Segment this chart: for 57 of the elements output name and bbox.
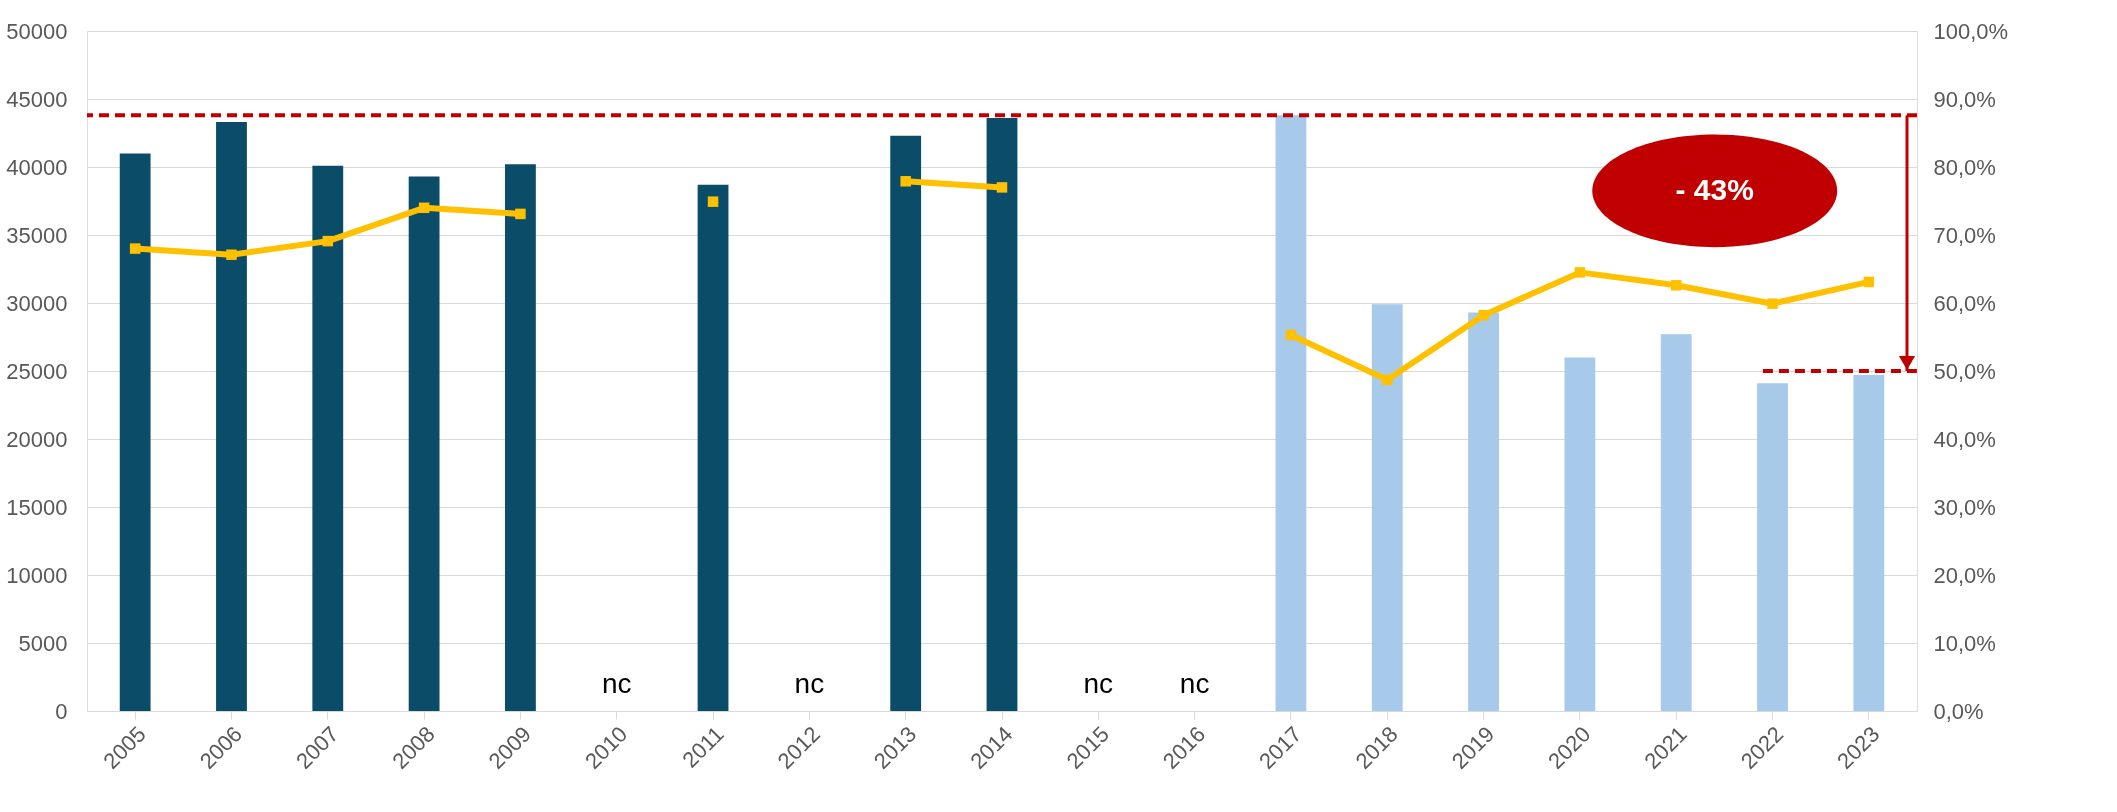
bar bbox=[1371, 304, 1403, 711]
bar bbox=[216, 122, 247, 711]
y2-tick-label: 30,0% bbox=[1933, 494, 1996, 520]
bar bbox=[408, 176, 440, 711]
point bbox=[1863, 276, 1875, 288]
point bbox=[707, 196, 719, 207]
y2-tick-label: 50,0% bbox=[1933, 358, 1996, 384]
bar bbox=[890, 135, 922, 711]
bar bbox=[986, 118, 1018, 711]
point bbox=[322, 235, 334, 247]
point bbox=[1767, 298, 1778, 309]
bar bbox=[505, 164, 536, 711]
y2-tick-label: 60,0% bbox=[1933, 290, 1996, 316]
y-tick-label: 20000 bbox=[6, 426, 68, 452]
bar bbox=[1468, 312, 1499, 711]
point bbox=[515, 208, 526, 220]
point bbox=[1382, 374, 1393, 386]
y2-tick-label: 100,0% bbox=[1933, 18, 2009, 44]
y2-tick-label: 10,0% bbox=[1933, 630, 1996, 656]
annotation: nc bbox=[1179, 668, 1210, 699]
point bbox=[900, 176, 911, 187]
annotation: - 43% bbox=[1675, 172, 1754, 206]
y2-tick-label: 90,0% bbox=[1933, 86, 1996, 112]
bar bbox=[1564, 357, 1596, 711]
y-tick-label: 30000 bbox=[6, 290, 68, 316]
annotation: nc bbox=[601, 668, 632, 699]
y2-tick-label: 20,0% bbox=[1933, 562, 1996, 588]
y-tick-label: 35000 bbox=[6, 222, 68, 248]
point bbox=[129, 243, 141, 254]
point bbox=[996, 182, 1008, 193]
y-tick-label: 25000 bbox=[6, 358, 68, 384]
point bbox=[1670, 280, 1682, 291]
bar bbox=[1660, 334, 1692, 711]
y2-tick-label: 80,0% bbox=[1933, 154, 1996, 180]
y-tick-label: 50000 bbox=[6, 18, 68, 44]
annotation: nc bbox=[1083, 668, 1114, 699]
y2-tick-label: 70,0% bbox=[1933, 222, 1996, 248]
point bbox=[418, 202, 430, 214]
bar bbox=[1853, 375, 1885, 711]
point bbox=[1285, 329, 1297, 341]
bar bbox=[697, 184, 729, 711]
y2-tick-label: 0,0% bbox=[1933, 698, 1984, 724]
point bbox=[1478, 310, 1489, 321]
bar bbox=[1275, 115, 1307, 711]
y-tick-label: 10000 bbox=[6, 562, 68, 588]
y-tick-label: 40000 bbox=[6, 154, 68, 180]
y-tick-label: 15000 bbox=[6, 494, 68, 520]
y-tick-label: 0 bbox=[55, 698, 68, 724]
bar bbox=[312, 165, 344, 711]
y2-tick-label: 40,0% bbox=[1933, 426, 1996, 452]
y-tick-label: 45000 bbox=[6, 86, 68, 112]
annotation: nc bbox=[794, 668, 825, 699]
y-tick-label: 5000 bbox=[18, 630, 68, 656]
point bbox=[226, 249, 237, 260]
bar bbox=[119, 153, 151, 711]
point bbox=[1574, 267, 1586, 278]
bar bbox=[1757, 383, 1788, 711]
